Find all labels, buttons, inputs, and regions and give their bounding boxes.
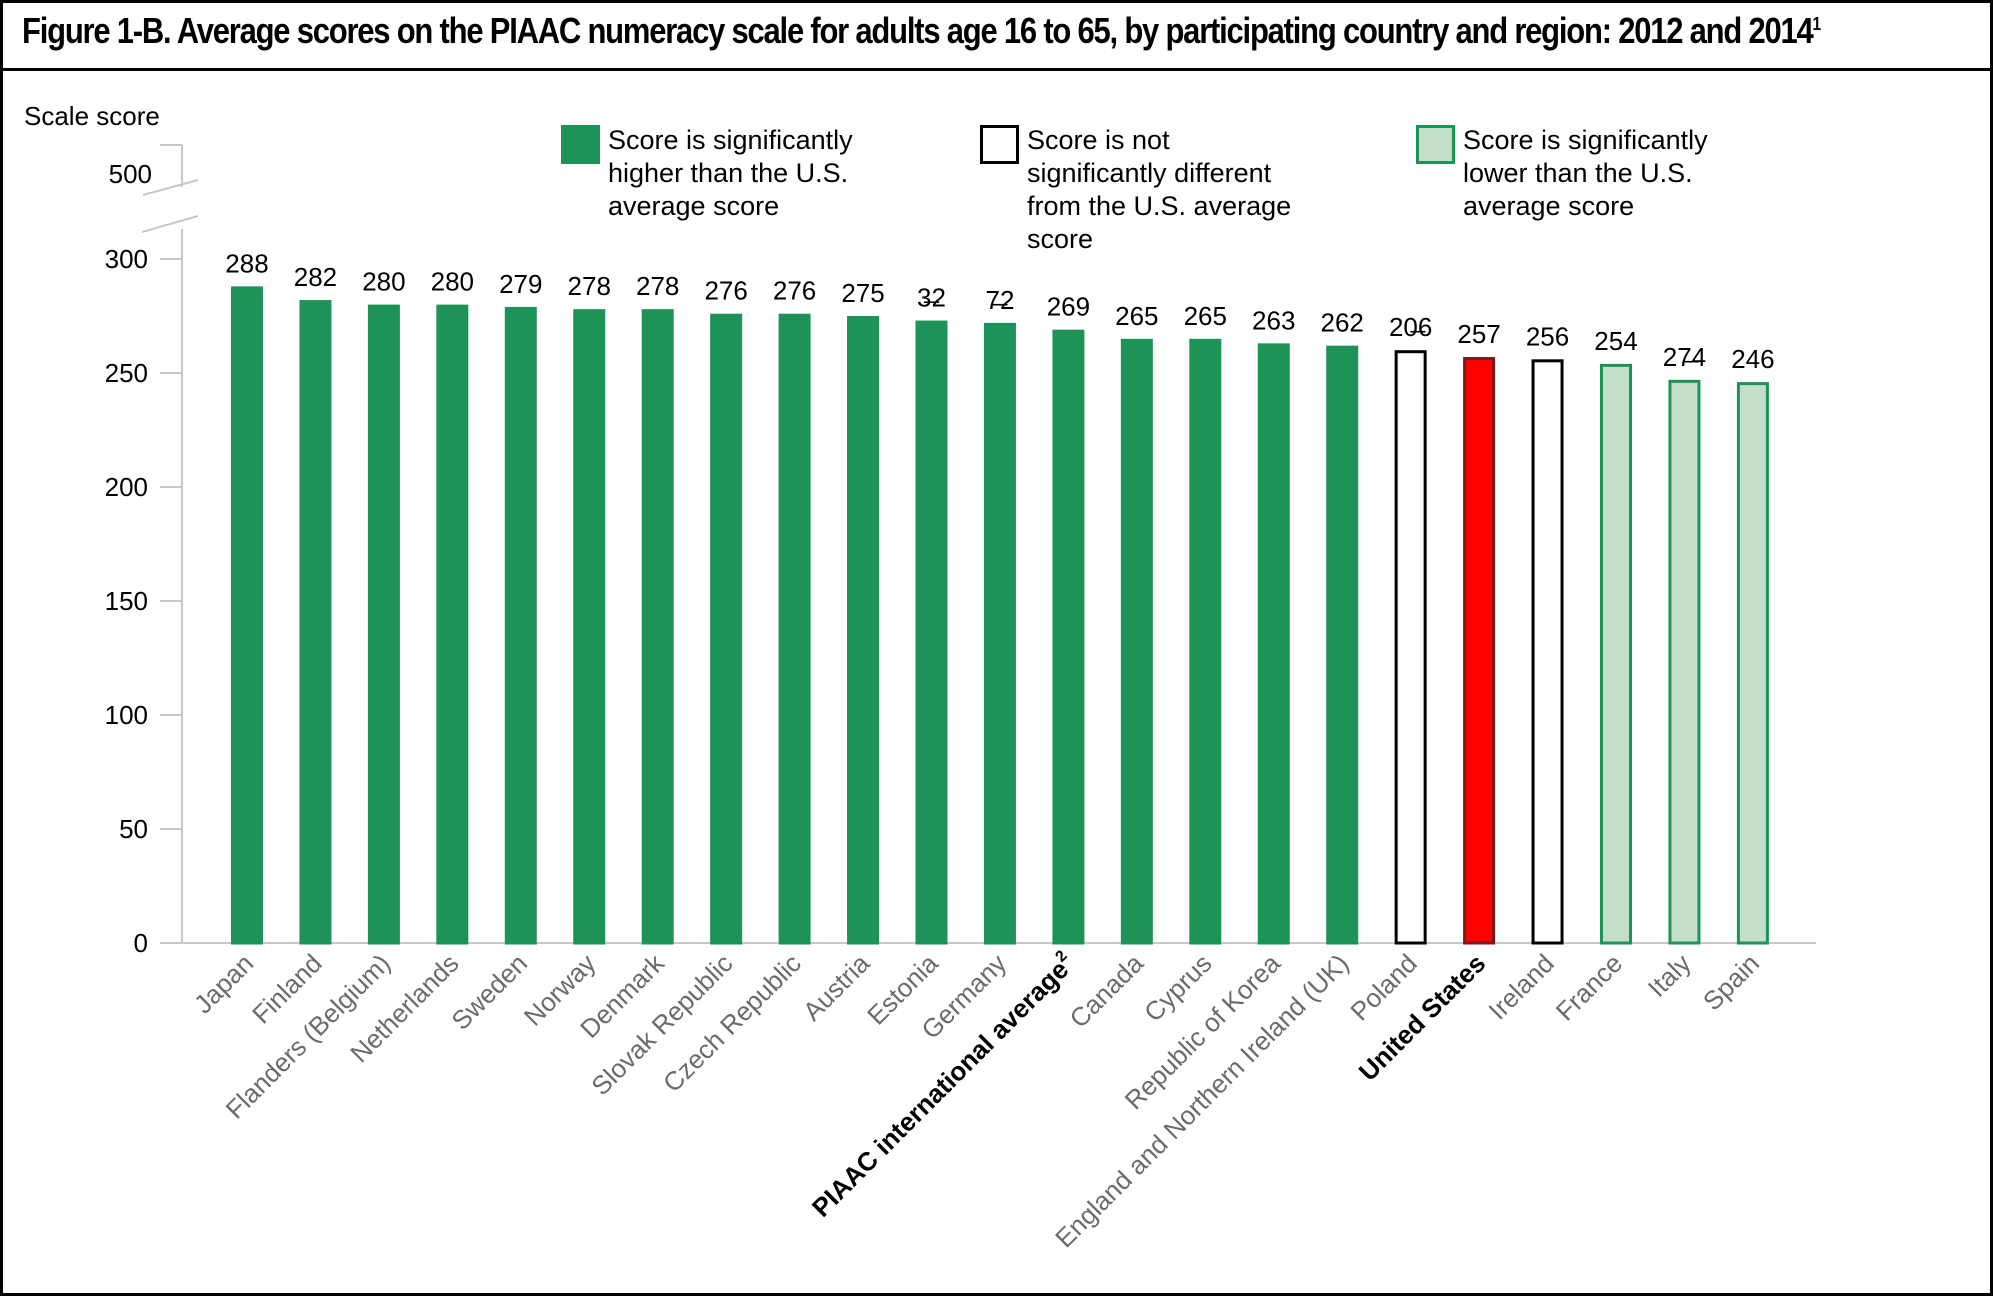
y-tick-label: 500 (109, 159, 152, 189)
bar-sweden (504, 306, 537, 945)
y-tick-label: 250 (105, 358, 148, 388)
bar-germany (983, 322, 1016, 945)
y-axis-label: Scale score (24, 101, 160, 131)
data-label: 265 (1184, 301, 1227, 331)
data-label: 288 (225, 248, 268, 278)
y-tick-label: 200 (105, 472, 148, 502)
x-tick-label: Ireland (1482, 948, 1559, 1025)
figure-title-text: Figure 1-B. Average scores on the PIAAC … (22, 10, 1814, 51)
legend-swatch-lower (1416, 125, 1455, 164)
bar-england-and-northern-ireland-uk- (1326, 345, 1359, 945)
data-label: 3̶2 (917, 283, 946, 313)
bar-spain (1736, 382, 1769, 945)
bar-flanders-belgium- (367, 304, 400, 945)
bar-piaac-international-average (1052, 329, 1085, 945)
figure-title: Figure 1-B. Average scores on the PIAAC … (22, 10, 1822, 52)
y-tick-label: 300 (105, 244, 148, 274)
data-label: 262 (1321, 308, 1364, 338)
data-label: 263 (1252, 305, 1295, 335)
legend-label-not_different: Score is not (1027, 125, 1170, 155)
bar-netherlands (436, 304, 469, 945)
data-label: 278 (568, 271, 611, 301)
x-tick-label: France (1550, 948, 1628, 1026)
axis-break-mark-lower (141, 215, 199, 233)
data-label: 278 (636, 271, 679, 301)
data-label: 276 (773, 276, 816, 306)
data-label: 265 (1115, 301, 1158, 331)
x-tick-label: Spain (1697, 948, 1765, 1016)
bar-cyprus (1189, 338, 1222, 945)
legend-swatch-not_different (980, 125, 1019, 164)
data-label: 276 (704, 276, 747, 306)
bar-poland (1394, 350, 1427, 945)
bar-france (1600, 363, 1632, 945)
title-footnote-marker: 1 (1812, 14, 1822, 34)
data-label: 280 (431, 267, 474, 297)
legend-label-higher: Score is significantly (608, 125, 853, 155)
bars (231, 286, 1769, 945)
legend-label-higher: average score (608, 191, 779, 221)
data-label: 254 (1594, 326, 1637, 356)
data-label: 257 (1457, 319, 1500, 349)
x-tick-label: Sweden (445, 948, 533, 1036)
y-tick-label: 100 (105, 700, 148, 730)
legend-swatch-higher (561, 125, 600, 164)
bar-estonia (915, 320, 948, 945)
bar-united-states (1463, 357, 1496, 945)
x-tick-label: Italy (1642, 948, 1697, 1003)
data-label: 269 (1047, 292, 1090, 322)
y-tick-label: 150 (105, 586, 148, 616)
data-label: 279 (499, 269, 542, 299)
bar-canada (1120, 338, 1153, 945)
data-label: 282 (294, 262, 337, 292)
legend-label-not_different: score (1027, 224, 1093, 254)
bar-czech-republic (778, 313, 811, 945)
axis-break-mark-upper (142, 179, 199, 196)
data-labels: 288 282 280 280 279 278 278 276 276 275 3̶2 7̶2 269 2… (225, 248, 1774, 374)
bar-ireland (1531, 359, 1564, 945)
data-label: 275 (841, 278, 884, 308)
bar-japan (231, 286, 263, 945)
legend-label-higher: higher than the U.S. (608, 158, 848, 188)
bar-austria (847, 316, 880, 945)
bar-republic-of-korea (1257, 343, 1290, 945)
legend-label-lower: average score (1463, 191, 1634, 221)
legend-label-not_different: significantly different (1027, 158, 1272, 188)
legend-label-not_different: from the U.S. average (1027, 191, 1291, 221)
x-tick-label: Canada (1063, 948, 1149, 1034)
bar-slovak-republic (710, 313, 743, 945)
bar-italy (1668, 379, 1701, 945)
data-label: 27̶4 (1663, 342, 1706, 372)
bar-norway (573, 309, 606, 945)
bar-denmark (641, 309, 674, 945)
data-label: 256 (1526, 321, 1569, 351)
footnote-marker: 2 (1052, 947, 1070, 965)
x-tick-label: Austria (797, 948, 876, 1027)
legend-label-lower: Score is significantly (1463, 125, 1708, 155)
data-label: 7̶2 (985, 285, 1014, 315)
y-tick-label: 0 (134, 928, 148, 958)
data-label: 246 (1731, 344, 1774, 374)
title-bar: Figure 1-B. Average scores on the PIAAC … (0, 0, 1990, 71)
legend-label-lower: lower than the U.S. (1463, 158, 1693, 188)
data-label: 20̶6 (1389, 312, 1432, 342)
bar-finland (299, 300, 332, 945)
data-label: 280 (362, 267, 405, 297)
y-tick-label: 50 (119, 814, 148, 844)
